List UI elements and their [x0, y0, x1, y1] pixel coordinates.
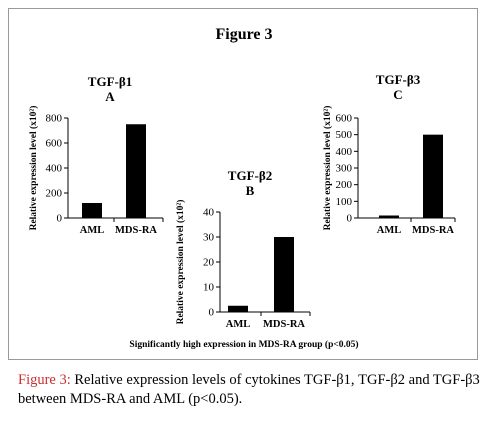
chart-a-name: TGF-β1 — [87, 74, 133, 89]
chart-c-y-tick-label: 100 — [336, 196, 353, 208]
chart-a-y-tick-label: 800 — [46, 113, 63, 125]
chart-b-title: TGF-β2 B — [200, 168, 300, 198]
chart-b-y-tick-label: 40 — [203, 207, 215, 219]
chart-b-category-label: AML — [226, 319, 251, 330]
chart-b-letter: B — [245, 183, 255, 198]
chart-a-category-label: MDS-RA — [115, 225, 157, 236]
chart-a-y-tick-label: 0 — [57, 213, 63, 225]
figure-caption: Figure 3: Relative expression levels of … — [18, 371, 480, 409]
chart-c-name: TGF-β3 — [375, 72, 421, 87]
chart-c-bar — [423, 134, 443, 218]
chart-a-title: TGF-β1 A — [60, 74, 160, 104]
chart-c-y-axis-label: Relative expression level (x10²) — [322, 106, 333, 231]
chart-b-y-tick-label: 0 — [209, 307, 215, 319]
chart-c-y-tick-label: 400 — [336, 146, 353, 158]
chart-a-bar — [82, 203, 102, 218]
chart-c-title: TGF-β3 C — [348, 72, 448, 102]
chart-b-y-tick-label: 20 — [203, 257, 215, 269]
chart-c-category-label: AML — [377, 225, 402, 236]
chart-a-y-tick-label: 600 — [46, 138, 63, 150]
chart-a-letter: A — [105, 89, 115, 104]
chart-b-y-tick-label: 10 — [203, 282, 215, 294]
chart-c-letter: C — [393, 87, 403, 102]
caption-label: Figure 3: — [18, 372, 71, 388]
chart-a-y-axis-label: Relative expression level (x10²) — [28, 106, 39, 231]
chart-a-bar — [126, 124, 146, 218]
significance-note: Significantly high expression in MDS-RA … — [129, 340, 359, 350]
chart-a-y-tick-label: 200 — [46, 188, 63, 200]
chart-b-category-label: MDS-RA — [263, 319, 305, 330]
chart-b-bar — [228, 305, 248, 312]
chart-a-y-tick-label: 400 — [46, 163, 63, 175]
caption-text: Relative expression levels of cytokines … — [18, 372, 480, 407]
chart-b-name: TGF-β2 — [227, 168, 273, 183]
chart-c-y-tick-label: 200 — [336, 179, 353, 191]
chart-b-y-tick-label: 30 — [203, 232, 215, 244]
chart-c-y-tick-label: 500 — [336, 129, 353, 141]
chart-c-y-tick-label: 0 — [347, 213, 353, 225]
chart-c-bar — [379, 215, 399, 218]
figure-title: Figure 3 — [215, 26, 273, 43]
chart-c-y-tick-label: 600 — [336, 113, 353, 125]
chart-b-bar — [274, 237, 294, 312]
chart-a-category-label: AML — [80, 225, 105, 236]
chart-c-category-label: MDS-RA — [412, 225, 454, 236]
chart-c-y-tick-label: 300 — [336, 163, 353, 175]
figure-frame — [8, 8, 478, 360]
chart-b-y-axis-label: Relative expression level (x10²) — [175, 200, 186, 325]
